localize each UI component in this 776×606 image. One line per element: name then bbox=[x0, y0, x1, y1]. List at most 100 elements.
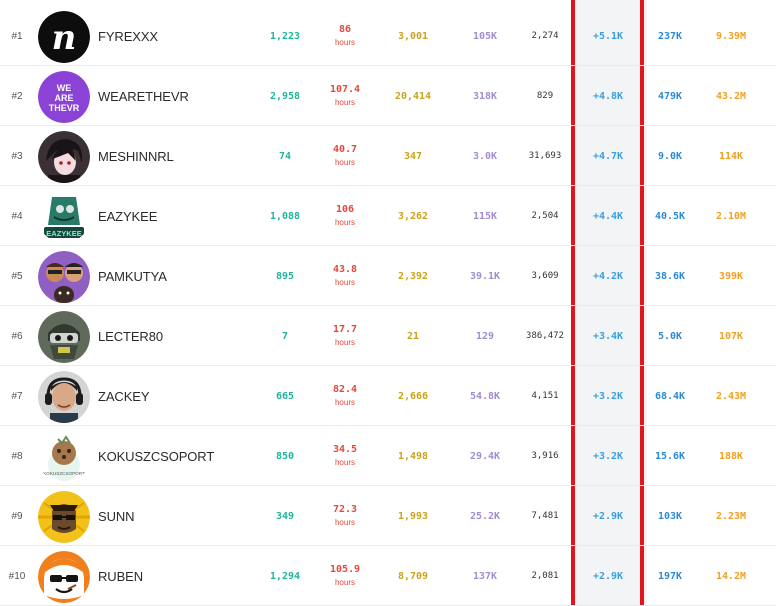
table-row[interactable]: #3 MESHINNRL 74 40.7 hours 347 3.0K 31,6… bbox=[0, 126, 776, 186]
total-views: 2.23M bbox=[715, 510, 747, 522]
total-followers: 15.6K bbox=[654, 450, 686, 462]
rank-number: #10 bbox=[8, 570, 26, 582]
streamer-name-link[interactable]: PAMKUTYA bbox=[98, 268, 167, 284]
hours-value: 34.5 bbox=[332, 444, 358, 455]
svg-text:THEVR: THEVR bbox=[49, 103, 80, 113]
streamer-name-link[interactable]: SUNN bbox=[98, 508, 135, 524]
hours-value: 43.8 bbox=[332, 264, 358, 275]
followers-gained: 895 bbox=[275, 270, 295, 282]
hours-unit-label: hours bbox=[334, 578, 355, 587]
average-viewers: 115K bbox=[472, 210, 498, 222]
table-row[interactable]: #7 ZACKEY 665 82.4 hours 2,666 54.8K 4,1… bbox=[0, 366, 776, 426]
streamer-name-link[interactable]: LECTER80 bbox=[98, 328, 163, 344]
average-viewers: 3.0K bbox=[472, 150, 498, 162]
rank-number: #8 bbox=[11, 450, 23, 462]
anime-character-avatar-icon[interactable] bbox=[38, 131, 90, 183]
channel-rank: 2,081 bbox=[531, 571, 559, 581]
orange-cartoon-avatar-icon[interactable] bbox=[38, 551, 90, 603]
hours-streamed: 86 hours bbox=[320, 6, 370, 66]
hours-value: 105.9 bbox=[329, 564, 361, 575]
headset-person-avatar-icon[interactable] bbox=[38, 371, 90, 423]
duo-cartoon-avatar-icon[interactable] bbox=[38, 251, 90, 303]
streamer-name-link[interactable]: EAZYKEE bbox=[98, 208, 158, 224]
table-row[interactable]: #8 KOKUSZCSOPORT KOKUSZCSOPORT 850 34.5 … bbox=[0, 426, 776, 486]
total-views: 2.43M bbox=[715, 390, 747, 402]
follower-gain: +4.4K bbox=[592, 210, 624, 222]
rank-number: #2 bbox=[11, 90, 23, 102]
table-row[interactable]: #9 SUNN 349 72.3 hours 1,993 25.2K 7,481… bbox=[0, 486, 776, 546]
follower-gain: +3.4K bbox=[592, 330, 624, 342]
kokuszcsoport-logo-icon[interactable]: KOKUSZCSOPORT bbox=[38, 431, 90, 483]
average-viewers: 105K bbox=[472, 30, 498, 42]
hours-streamed: 34.5 hours bbox=[320, 426, 370, 486]
masked-soldier-avatar-icon[interactable] bbox=[38, 311, 90, 363]
average-viewers: 39.1K bbox=[469, 270, 501, 282]
total-followers: 197K bbox=[657, 570, 683, 582]
hours-unit-label: hours bbox=[334, 458, 355, 467]
follower-gain: +4.2K bbox=[592, 270, 624, 282]
streamer-name-link[interactable]: KOKUSZCSOPORT bbox=[98, 448, 215, 464]
followers-gained: 74 bbox=[278, 150, 292, 162]
follower-gain: +4.7K bbox=[592, 150, 624, 162]
highlighted-gain-column bbox=[573, 0, 647, 605]
total-followers: 38.6K bbox=[654, 270, 686, 282]
hours-unit-label: hours bbox=[334, 398, 355, 407]
table-row[interactable]: #4 EAZYKEE EAZYKEE 1,088 106 hours 3,262… bbox=[0, 186, 776, 246]
rank-number: #5 bbox=[11, 270, 23, 282]
total-views: 399K bbox=[718, 270, 744, 282]
hours-value: 17.7 bbox=[332, 324, 358, 335]
average-viewers: 318K bbox=[472, 90, 498, 102]
highlight-line-right bbox=[640, 0, 644, 605]
streamer-name-link[interactable]: WEARETHEVR bbox=[98, 88, 189, 104]
table-row[interactable]: #5 PAMKUTYA 895 43.8 hours 2,392 39.1K 3… bbox=[0, 246, 776, 306]
rank-number: #4 bbox=[11, 210, 23, 222]
peak-viewers: 3,001 bbox=[397, 30, 429, 42]
total-views: 14.2M bbox=[715, 570, 747, 582]
channel-rank: 31,693 bbox=[528, 151, 562, 161]
hours-unit-label: hours bbox=[334, 338, 355, 347]
total-views: 107K bbox=[718, 330, 744, 342]
streamer-name-link[interactable]: ZACKEY bbox=[98, 388, 150, 404]
hours-streamed: 105.9 hours bbox=[320, 546, 370, 606]
total-followers: 103K bbox=[657, 510, 683, 522]
streamer-name-link[interactable]: FYREXXX bbox=[98, 28, 158, 44]
hours-unit-label: hours bbox=[334, 518, 355, 527]
avatar-logo-text: WE bbox=[57, 83, 72, 93]
streamer-name-link[interactable]: RUBEN bbox=[98, 568, 144, 584]
table-row[interactable]: #2 WE ARE THEVR WEARETHEVR 2,958 107.4 hou… bbox=[0, 66, 776, 126]
hours-unit-label: hours bbox=[334, 38, 355, 47]
svg-text:KOKUSZCSOPORT: KOKUSZCSOPORT bbox=[43, 471, 85, 476]
rank-number: #7 bbox=[11, 390, 23, 402]
wearethevr-logo-icon[interactable]: WE ARE THEVR bbox=[38, 71, 90, 123]
table-row[interactable]: #6 LECTER80 7 17.7 hours 21 129 386,472 … bbox=[0, 306, 776, 366]
table-row[interactable]: #1 n FYREXXX 1,223 86 hours 3,001 105K 2… bbox=[0, 6, 776, 66]
table-row[interactable]: #10 RUBEN 1,294 105.9 hours 8,709 137K 2… bbox=[0, 546, 776, 606]
streamer-name-link[interactable]: MESHINNRL bbox=[98, 148, 174, 164]
fyrexxx-logo-icon[interactable]: n bbox=[38, 11, 90, 63]
follower-gain: +3.2K bbox=[592, 390, 624, 402]
hours-streamed: 82.4 hours bbox=[320, 366, 370, 426]
rank-number: #9 bbox=[11, 510, 23, 522]
channel-rank: 2,274 bbox=[531, 31, 559, 41]
follower-gain: +2.9K bbox=[592, 570, 624, 582]
hours-unit-label: hours bbox=[334, 278, 355, 287]
total-followers: 68.4K bbox=[654, 390, 686, 402]
peak-viewers: 347 bbox=[403, 150, 423, 162]
average-viewers: 29.4K bbox=[469, 450, 501, 462]
peak-viewers: 1,993 bbox=[397, 510, 429, 522]
hours-value: 40.7 bbox=[332, 144, 358, 155]
followers-gained: 7 bbox=[281, 330, 289, 342]
followers-gained: 349 bbox=[275, 510, 295, 522]
sunglasses-cartoon-avatar-icon[interactable] bbox=[38, 491, 90, 543]
hours-value: 86 bbox=[338, 24, 352, 35]
channel-rank: 2,504 bbox=[531, 211, 559, 221]
follower-gain: +3.2K bbox=[592, 450, 624, 462]
total-followers: 479K bbox=[657, 90, 683, 102]
follower-gain: +4.8K bbox=[592, 90, 624, 102]
total-followers: 40.5K bbox=[654, 210, 686, 222]
follower-gain: +5.1K bbox=[592, 30, 624, 42]
eazykee-logo-icon[interactable]: EAZYKEE bbox=[38, 191, 90, 243]
channel-rank: 3,609 bbox=[531, 271, 559, 281]
channel-rank: 3,916 bbox=[531, 451, 559, 461]
